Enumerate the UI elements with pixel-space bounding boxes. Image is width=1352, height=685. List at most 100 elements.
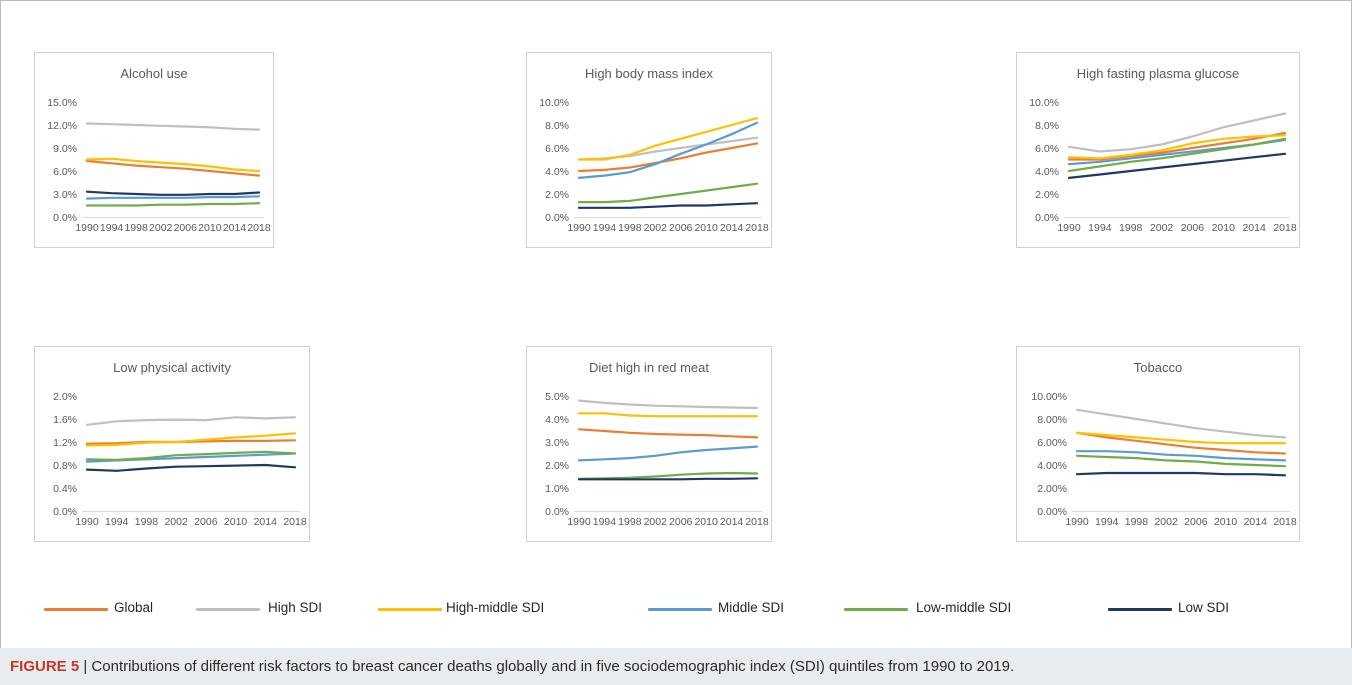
x-tick-label: 2018: [1273, 222, 1297, 234]
series-line: [577, 202, 759, 209]
series-line: [85, 159, 261, 177]
x-tick-label: 1994: [1095, 516, 1119, 528]
y-tick-label: 0.0%: [1035, 212, 1059, 224]
y-tick-label: 2.0%: [53, 391, 77, 403]
series-line: [577, 142, 759, 173]
series-line: [1075, 450, 1287, 462]
series-line: [577, 477, 759, 481]
chart-title: Diet high in red meat: [589, 360, 709, 375]
series-line: [85, 432, 297, 447]
y-tick-label: 4.00%: [1037, 460, 1067, 472]
y-tick-label: 0.00%: [1037, 506, 1067, 518]
y-tick-label: 5.0%: [545, 391, 569, 403]
x-tick-label: 2018: [247, 222, 271, 234]
chart-svg: Low physical activity 0.0% 0.4% 0.8% 1.2% 1.6…: [34, 346, 310, 542]
y-tick-label: 4.0%: [545, 166, 569, 178]
series-line: [1075, 431, 1287, 445]
y-tick-label: 12.0%: [47, 120, 77, 132]
y-tick-label: 0.0%: [53, 506, 77, 518]
y-tick-label: 6.0%: [1035, 143, 1059, 155]
y-tick-label: 10.00%: [1031, 391, 1067, 403]
x-tick-label: 2006: [669, 516, 693, 528]
x-tick-label: 2006: [194, 516, 218, 528]
x-tick-label: 1998: [618, 516, 642, 528]
x-tick-label: 2014: [1242, 222, 1266, 234]
series-line: [1075, 431, 1287, 455]
x-tick-label: 1994: [593, 516, 617, 528]
x-tick-label: 2002: [164, 516, 188, 528]
y-tick-label: 4.0%: [545, 414, 569, 426]
series-line: [577, 412, 759, 418]
y-tick-label: 0.0%: [545, 212, 569, 224]
series-line: [85, 416, 297, 426]
y-tick-label: 2.00%: [1037, 483, 1067, 495]
series-line: [1067, 112, 1287, 153]
y-tick-label: 6.0%: [545, 143, 569, 155]
series-line: [85, 122, 261, 131]
chart-frame: [34, 52, 274, 248]
x-tick-label: 2014: [254, 516, 278, 528]
chart-panel: Low physical activity 0.0% 0.4% 0.8% 1.2% 1.6…: [34, 346, 310, 542]
chart-panel: Tobacco 0.00% 2.00% 4.00% 6.00% 8.00% 10.00% 19…: [1016, 346, 1300, 542]
figure-caption: FIGURE 5 | Contributions of different ri…: [10, 658, 1014, 675]
x-tick-label: 1990: [567, 222, 591, 234]
x-tick-label: 1998: [135, 516, 159, 528]
x-tick-label: 2010: [1212, 222, 1236, 234]
series-line: [577, 399, 759, 410]
series-line: [85, 190, 261, 196]
y-tick-label: 1.2%: [53, 437, 77, 449]
chart-title: Low physical activity: [113, 360, 231, 375]
chart-title: High body mass index: [585, 66, 713, 81]
series-line: [577, 116, 759, 161]
x-tick-label: 2014: [720, 516, 744, 528]
series-line: [577, 182, 759, 204]
x-tick-label: 2002: [1154, 516, 1178, 528]
chart-svg: Alcohol use 0.0% 3.0% 6.0% 9.0% 12.0% 15.0% 199…: [34, 52, 274, 248]
x-tick-label: 1998: [1119, 222, 1143, 234]
y-tick-label: 4.0%: [1035, 166, 1059, 178]
series-line: [85, 450, 297, 461]
y-tick-label: 6.0%: [53, 166, 77, 178]
series-line: [85, 157, 261, 173]
x-tick-label: 2014: [223, 222, 247, 234]
series-line: [1067, 152, 1287, 180]
y-tick-label: 15.0%: [47, 97, 77, 109]
x-tick-label: 2010: [694, 516, 718, 528]
chart-panel: Diet high in red meat 0.0% 1.0% 2.0% 3.0% 4.0…: [526, 346, 772, 542]
y-tick-label: 3.0%: [545, 437, 569, 449]
x-tick-label: 1994: [100, 222, 124, 234]
x-tick-label: 2006: [669, 222, 693, 234]
series-line: [1075, 408, 1287, 439]
x-tick-label: 2014: [1244, 516, 1268, 528]
y-tick-label: 9.0%: [53, 143, 77, 155]
series-line: [1067, 134, 1287, 160]
x-tick-label: 1990: [1065, 516, 1089, 528]
y-tick-label: 0.0%: [53, 212, 77, 224]
x-tick-label: 2018: [745, 222, 769, 234]
x-tick-label: 2018: [283, 516, 307, 528]
chart-panel: High fasting plasma glucose 0.0% 2.0% 4.0% 6…: [1016, 52, 1300, 248]
chart-svg: High fasting plasma glucose 0.0% 2.0% 4.0% 6…: [1016, 52, 1300, 248]
y-tick-label: 10.0%: [1029, 97, 1059, 109]
y-tick-label: 1.0%: [545, 483, 569, 495]
chart-panel: High body mass index 0.0% 2.0% 4.0% 6.0% 8.0%…: [526, 52, 772, 248]
series-line: [85, 202, 261, 207]
y-tick-label: 6.00%: [1037, 437, 1067, 449]
x-tick-label: 2010: [694, 222, 718, 234]
chart-frame: [526, 52, 772, 248]
series-line: [1067, 131, 1287, 161]
x-tick-label: 1990: [567, 516, 591, 528]
caption-separator: |: [79, 658, 92, 675]
x-tick-label: 1994: [593, 222, 617, 234]
y-tick-label: 8.0%: [545, 120, 569, 132]
x-tick-label: 2010: [198, 222, 222, 234]
chart-title: Tobacco: [1134, 360, 1182, 375]
y-tick-label: 0.8%: [53, 460, 77, 472]
x-tick-label: 1994: [105, 516, 129, 528]
chart-frame: [526, 346, 772, 542]
x-tick-label: 1998: [124, 222, 148, 234]
caption-band: FIGURE 5 | Contributions of different ri…: [0, 648, 1352, 685]
caption-label: FIGURE 5: [10, 658, 80, 675]
x-tick-label: 1998: [1125, 516, 1149, 528]
y-tick-label: 8.0%: [1035, 120, 1059, 132]
